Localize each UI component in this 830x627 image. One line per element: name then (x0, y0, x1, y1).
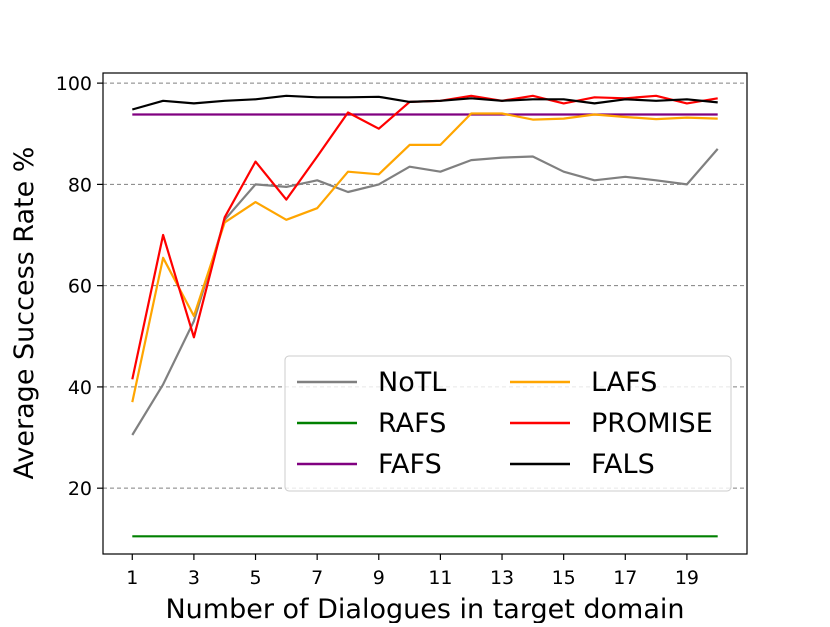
plot-frame (102, 72, 748, 555)
series-line-fals (132, 94, 718, 111)
legend-label-fals: FALS (591, 449, 655, 480)
x-tick-label: 15 (552, 567, 576, 589)
y-tick-label: 80 (68, 174, 92, 196)
legend-label-rafs: RAFS (378, 408, 446, 439)
legend-frame (284, 355, 732, 492)
legend-label-promise: PROMISE (591, 408, 713, 439)
x-tick-label: 11 (428, 567, 452, 589)
series-line-lafs (131, 112, 718, 403)
y-tick-label: 100 (56, 73, 92, 95)
series-lines (131, 94, 719, 538)
series-line-promise (131, 94, 718, 380)
legend: NoTL RAFS FAFS LAFS PROMISE FALS (284, 355, 732, 492)
y-ticks: 20 40 60 80 100 (56, 73, 103, 500)
x-tick-label: 7 (311, 567, 323, 589)
y-tick-label: 40 (68, 377, 92, 399)
x-tick-label: 5 (249, 567, 261, 589)
legend-label-fafs: FAFS (378, 449, 442, 480)
x-tick-label: 1 (126, 567, 138, 589)
x-tick-label: 3 (188, 567, 200, 589)
y-tick-label: 20 (68, 478, 92, 500)
x-tick-label: 13 (490, 567, 514, 589)
x-tick-label: 9 (373, 567, 385, 589)
y-axis-label: Average Success Rate % (9, 147, 40, 480)
y-tick-label: 60 (68, 276, 92, 298)
x-ticks: 1 3 5 7 9 11 13 15 17 19 (126, 554, 699, 589)
legend-label-notl: NoTL (378, 367, 446, 398)
series-line-notl (131, 148, 719, 436)
x-tick-label: 17 (613, 567, 637, 589)
x-axis-label: Number of Dialogues in target domain (165, 594, 684, 623)
x-tick-label: 19 (675, 567, 699, 589)
legend-label-lafs: LAFS (591, 367, 657, 398)
